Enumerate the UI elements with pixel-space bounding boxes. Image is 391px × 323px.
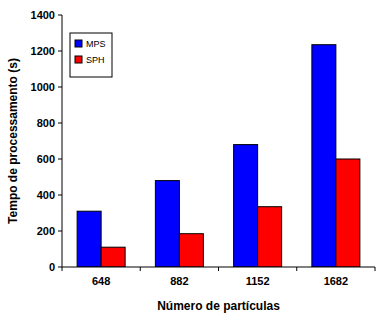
y-tick [58,87,62,88]
bar [336,159,360,267]
bar [234,145,258,267]
bar [101,247,125,267]
x-tick [140,267,141,271]
x-tick [296,267,297,271]
legend: MPS SPH [70,33,112,77]
y-tick [58,15,62,16]
y-tick-label: 200 [37,225,55,237]
y-tick [58,51,62,52]
legend-swatch [75,40,82,47]
y-tick [58,231,62,232]
y-tick-label: 1200 [31,45,55,57]
legend-label: MPS [86,39,106,49]
bar [155,181,179,267]
bar [312,45,336,267]
x-tick [375,267,376,271]
legend-swatch [75,56,82,63]
legend-box [70,33,112,77]
x-tick-label: 648 [92,275,110,287]
y-tick-label: 600 [37,153,55,165]
x-tick-label: 1152 [246,275,270,287]
y-tick-label: 400 [37,189,55,201]
chart: 0 200 400 600 800 1000 1200 1400 648 882 1152 1682 N… [0,0,391,323]
bar [77,211,101,267]
y-tick [58,195,62,196]
x-tick-label: 882 [170,275,188,287]
bar [179,234,203,267]
y-tick [58,159,62,160]
bar [258,207,282,267]
bars [77,45,360,267]
chart-root: 0 200 400 600 800 1000 1200 1400 648 882 1152 1682 N… [0,0,391,323]
x-tick-label: 1682 [324,275,348,287]
y-tick-label: 1000 [31,81,55,93]
legend-label: SPH [86,55,105,65]
y-tick-label: 0 [49,261,55,273]
x-axis-title: Número de partículas [157,299,280,313]
y-tick [58,267,62,268]
x-tick [62,267,63,271]
y-tick-label: 800 [37,117,55,129]
x-tick [218,267,219,271]
y-axis [62,15,63,267]
y-tick [58,123,62,124]
y-axis-title: Tempo de processamento (s) [6,58,20,224]
y-tick-label: 1400 [31,9,55,21]
